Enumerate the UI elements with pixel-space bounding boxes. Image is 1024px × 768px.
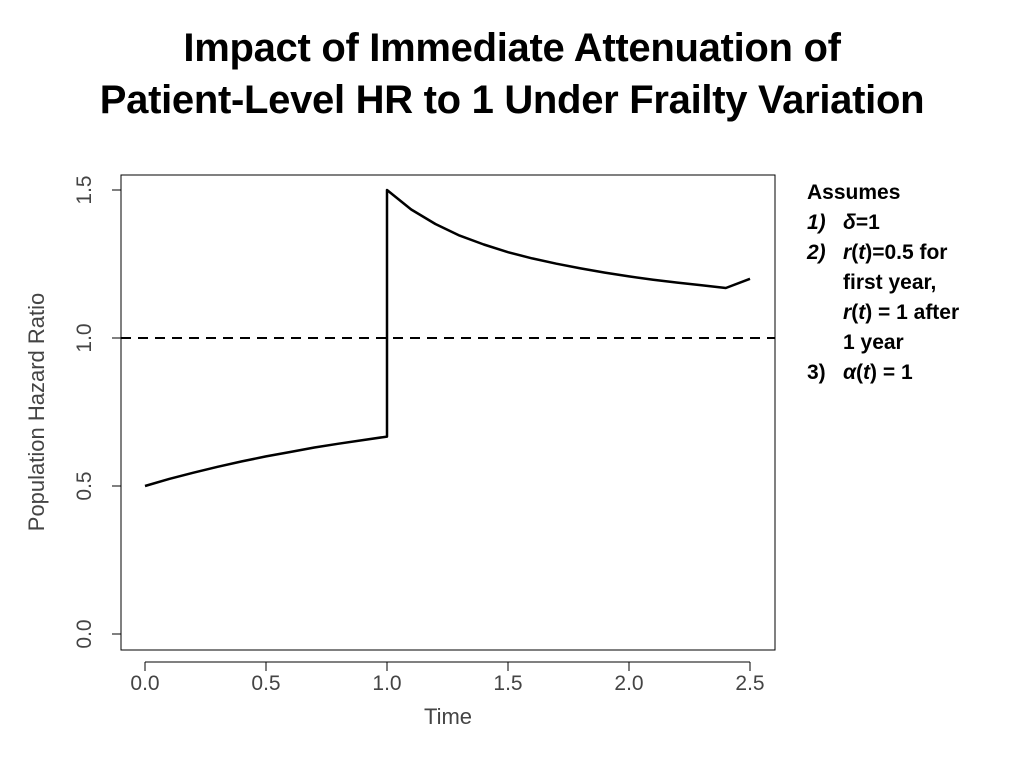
title-line-1: Impact of Immediate Attenuation of (183, 26, 841, 70)
y-tick-label: 0.0 (73, 619, 96, 648)
x-tick-label: 0.0 (130, 672, 159, 695)
delta-symbol: δ (843, 211, 856, 234)
x-axis: 0.0 0.5 1.0 1.5 2.0 2.5 (130, 661, 765, 695)
y-tick-label: 1.5 (73, 175, 96, 204)
x-tick-label: 1.5 (493, 672, 522, 695)
series-line (144, 188, 751, 488)
x-axis-label: Time (424, 704, 472, 729)
slide-title: Impact of Immediate Attenuation of Patie… (0, 22, 1024, 126)
title-line-2: Patient-Level HR to 1 Under Frailty Vari… (99, 78, 925, 122)
item-number: 3) (807, 361, 826, 384)
assumptions-panel: Assumes 1) δ=1 2) r(t)=0.5 for first yea… (807, 178, 1022, 388)
assumption-3: 3) α(t) = 1 (807, 358, 1022, 388)
y-tick-label: 1.0 (73, 323, 96, 352)
x-tick-label: 2.5 (735, 672, 764, 695)
assumptions-heading: Assumes (807, 181, 901, 204)
assumption-2: 2) r(t)=0.5 for first year, r(t) = 1 aft… (807, 238, 1022, 358)
y-tick-label: 0.5 (73, 471, 96, 500)
y-axis: 0.0 0.5 1.0 1.5 (73, 175, 122, 649)
item-number: 1) (807, 211, 826, 234)
item-number: 2) (807, 241, 826, 264)
x-tick-label: 2.0 (614, 672, 643, 695)
alpha-symbol: α (843, 361, 857, 384)
y-axis-label: Population Hazard Ratio (24, 293, 49, 531)
series-group (144, 188, 751, 488)
x-tick-label: 0.5 (251, 672, 280, 695)
x-tick-label: 1.0 (372, 672, 401, 695)
assumption-1: 1) δ=1 (807, 208, 1022, 238)
plot-frame (120, 174, 776, 651)
